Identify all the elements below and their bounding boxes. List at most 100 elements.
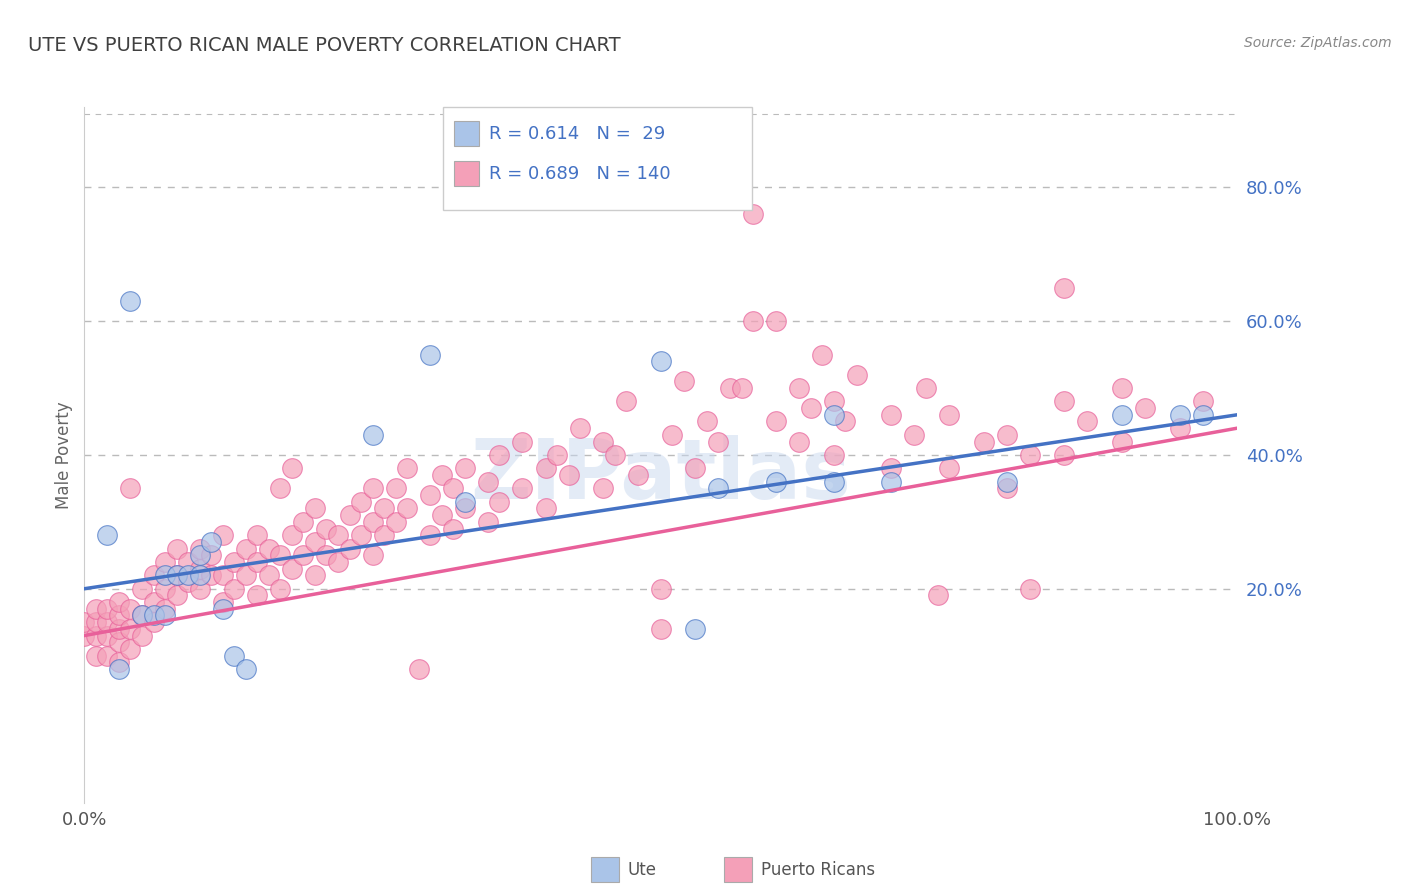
Point	[419, 488, 441, 502]
Point	[384, 515, 406, 529]
Point	[131, 608, 153, 623]
Point	[211, 595, 233, 609]
Point	[1111, 381, 1133, 395]
Point	[384, 482, 406, 496]
Point	[315, 521, 337, 535]
Point	[1053, 394, 1076, 409]
Point	[269, 482, 291, 496]
Point	[903, 428, 925, 442]
Point	[430, 467, 453, 482]
Point	[84, 648, 107, 663]
Point	[200, 568, 222, 582]
Point	[108, 662, 131, 676]
Point	[304, 501, 326, 516]
Point	[534, 461, 557, 475]
Point	[235, 568, 257, 582]
Point	[915, 381, 938, 395]
Point	[224, 582, 246, 596]
Point	[361, 515, 384, 529]
Point	[142, 608, 165, 623]
Point	[177, 575, 200, 590]
Point	[650, 582, 672, 596]
Point	[235, 662, 257, 676]
Point	[131, 629, 153, 643]
Point	[188, 568, 211, 582]
Point	[131, 582, 153, 596]
Point	[153, 568, 176, 582]
Point	[973, 434, 995, 449]
Point	[166, 589, 188, 603]
Point	[120, 602, 142, 616]
Point	[131, 608, 153, 623]
Point	[120, 482, 142, 496]
Point	[211, 602, 233, 616]
Point	[153, 608, 176, 623]
Point	[488, 448, 510, 462]
Text: Source: ZipAtlas.com: Source: ZipAtlas.com	[1244, 36, 1392, 50]
Point	[292, 515, 315, 529]
Point	[224, 648, 246, 663]
Point	[765, 314, 787, 328]
Point	[281, 461, 304, 475]
Point	[304, 534, 326, 549]
Point	[938, 408, 960, 422]
Point	[108, 608, 131, 623]
Point	[304, 568, 326, 582]
Point	[927, 589, 949, 603]
Point	[396, 501, 419, 516]
Point	[326, 528, 349, 542]
Point	[120, 642, 142, 657]
Point	[166, 568, 188, 582]
Point	[1111, 434, 1133, 449]
Point	[235, 541, 257, 556]
Point	[373, 528, 395, 542]
Point	[96, 528, 118, 542]
Point	[211, 568, 233, 582]
Point	[419, 347, 441, 362]
Point	[823, 394, 845, 409]
Point	[707, 434, 730, 449]
Point	[880, 461, 903, 475]
Point	[742, 207, 765, 221]
Point	[845, 368, 868, 382]
Point	[672, 375, 695, 389]
Point	[995, 482, 1018, 496]
Point	[257, 541, 280, 556]
Point	[603, 448, 626, 462]
Point	[269, 582, 291, 596]
Point	[477, 515, 499, 529]
Point	[592, 434, 614, 449]
Point	[153, 602, 176, 616]
Point	[650, 622, 672, 636]
Point	[1018, 448, 1040, 462]
Point	[200, 534, 222, 549]
Point	[408, 662, 430, 676]
Point	[534, 501, 557, 516]
Point	[188, 541, 211, 556]
Text: Puerto Ricans: Puerto Ricans	[761, 861, 875, 879]
Point	[685, 461, 707, 475]
Point	[96, 629, 118, 643]
Point	[73, 615, 96, 630]
Point	[995, 475, 1018, 489]
Point	[188, 582, 211, 596]
Point	[1191, 408, 1213, 422]
Point	[120, 622, 142, 636]
Point	[84, 615, 107, 630]
Point	[396, 461, 419, 475]
Point	[315, 548, 337, 563]
Point	[1133, 401, 1156, 416]
Text: UTE VS PUERTO RICAN MALE POVERTY CORRELATION CHART: UTE VS PUERTO RICAN MALE POVERTY CORRELA…	[28, 36, 620, 54]
Point	[177, 568, 200, 582]
Point	[569, 421, 592, 435]
Point	[257, 568, 280, 582]
Point	[880, 408, 903, 422]
Point	[823, 408, 845, 422]
Point	[96, 602, 118, 616]
Point	[512, 482, 534, 496]
Point	[153, 555, 176, 569]
Point	[546, 448, 568, 462]
Point	[823, 475, 845, 489]
Point	[108, 635, 131, 649]
Point	[350, 494, 373, 508]
